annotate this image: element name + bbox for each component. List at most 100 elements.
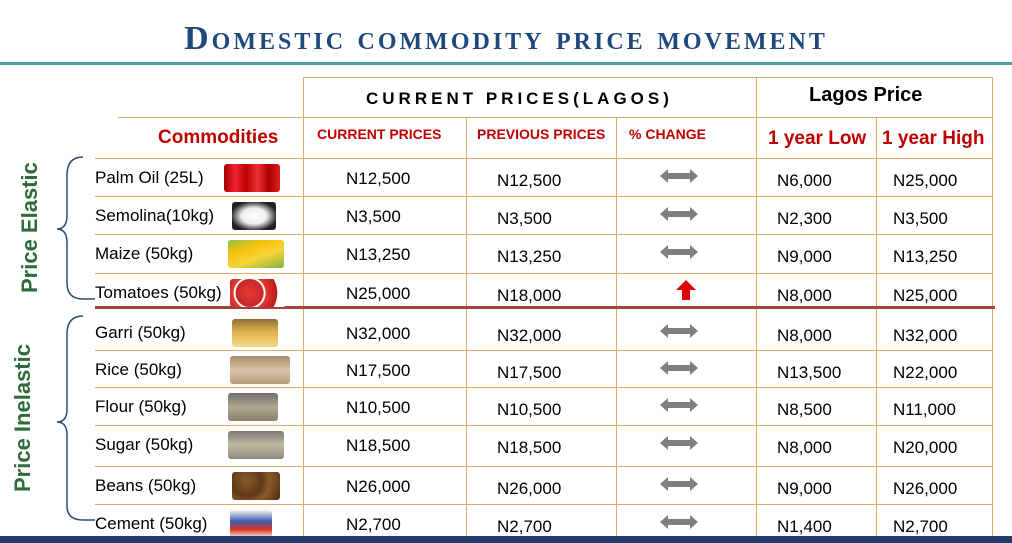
grid-line [95,466,992,467]
grid-line [466,117,467,537]
grid-line [95,158,992,159]
header-year-low: 1 year Low [768,128,867,149]
year-high-price: N26,000 [893,479,958,498]
garri-icon [232,319,278,347]
sugar-bag-icon [228,431,284,459]
year-high-price: N13,250 [893,247,958,266]
year-low-price: N6,000 [777,171,832,190]
grid-line [95,350,992,351]
semolina-icon [232,202,276,230]
grid-line [95,196,992,197]
grid-line [616,117,617,537]
unchanged-arrow-icon [659,435,699,456]
commodity-name: Beans (50kg) [95,476,197,495]
maize-icon [228,240,284,268]
commodity-name: Rice (50kg) [95,360,182,379]
previous-price: N3,500 [497,209,552,228]
current-price: N26,000 [346,477,411,496]
commodity-name: Palm Oil (25L) [95,168,204,187]
previous-price: N2,700 [497,517,552,536]
previous-price: N18,000 [497,286,562,305]
unchanged-arrow-icon [659,168,699,189]
commodity-name: Sugar (50kg) [95,435,194,454]
current-price: N13,250 [346,245,411,264]
year-high-price: N3,500 [893,209,948,228]
unchanged-arrow-icon [659,360,699,381]
cement-bag-icon [230,510,272,538]
unchanged-arrow-icon [659,323,699,344]
rice-bag-icon [230,356,290,384]
unchanged-arrow-icon [659,244,699,265]
elastic-inelastic-divider [95,306,995,309]
current-price: N10,500 [346,398,411,417]
year-low-price: N8,000 [777,286,832,305]
year-low-price: N13,500 [777,363,842,382]
group-label-price-inelastic: Price Inelastic [10,344,35,492]
commodity-name: Garri (50kg) [95,323,186,342]
year-low-price: N8,500 [777,400,832,419]
unchanged-arrow-icon [659,397,699,418]
header-commodities: Commodities [158,127,279,148]
unchanged-arrow-icon [659,514,699,535]
current-price: N25,000 [346,284,411,303]
grid-line [876,117,877,537]
previous-price: N26,000 [497,479,562,498]
grid-line [118,117,992,118]
year-low-price: N9,000 [777,247,832,266]
commodity-name: Maize (50kg) [95,244,194,263]
previous-price: N32,000 [497,326,562,345]
current-price: N2,700 [346,515,401,534]
grid-line [95,387,992,388]
unchanged-arrow-icon [659,206,699,227]
grid-line [303,77,992,78]
grid-line [95,234,992,235]
tomatoes-icon [230,279,286,307]
year-low-price: N8,000 [777,326,832,345]
header-current-prices-lagos: CURRENT PRICES(LAGOS) [366,89,673,108]
year-low-price: N8,000 [777,438,832,457]
year-high-price: N25,000 [893,171,958,190]
previous-price: N17,500 [497,363,562,382]
previous-price: N12,500 [497,171,562,190]
year-high-price: N22,000 [893,363,958,382]
commodity-name: Semolina(10kg) [95,206,215,225]
year-high-price: N2,700 [893,517,948,536]
flour-bag-icon [228,393,278,421]
current-price: N18,500 [346,436,411,455]
year-high-price: N32,000 [893,326,958,345]
unchanged-arrow-icon [659,476,699,497]
current-price: N3,500 [346,207,401,226]
group-label-price-elastic: Price Elastic [17,162,42,293]
previous-price: N18,500 [497,438,562,457]
commodity-name: Tomatoes (50kg) [95,283,222,302]
year-low-price: N1,400 [777,517,832,536]
header-pct-change: % CHANGE [629,126,707,142]
header-year-high: 1 year High [882,128,985,149]
palm-oil-icon [224,164,280,192]
header-previous-prices: PREVIOUS PRICES [477,126,606,142]
up-arrow-icon [675,279,697,306]
commodity-name: Cement (50kg) [95,514,208,533]
elastic-brace-icon [56,156,95,300]
header-current-prices: CURRENT PRICES [317,126,442,142]
page-title: Domestic commodity price movement [184,20,828,57]
previous-price: N13,250 [497,247,562,266]
current-price: N12,500 [346,169,411,188]
beans-icon [232,472,280,500]
footer-bar [0,536,1012,543]
title-divider [0,62,1012,65]
year-high-price: N20,000 [893,438,958,457]
grid-line [95,504,992,505]
current-price: N17,500 [346,361,411,380]
year-high-price: N11,000 [893,400,957,419]
header-lagos-price: Lagos Price [809,84,923,106]
previous-price: N10,500 [497,400,562,419]
commodity-name: Flour (50kg) [95,397,187,416]
current-price: N32,000 [346,324,411,343]
year-low-price: N9,000 [777,479,832,498]
year-low-price: N2,300 [777,209,832,228]
grid-line [95,273,992,274]
inelastic-brace-icon [56,315,95,521]
grid-line [95,425,992,426]
year-high-price: N25,000 [893,286,958,305]
